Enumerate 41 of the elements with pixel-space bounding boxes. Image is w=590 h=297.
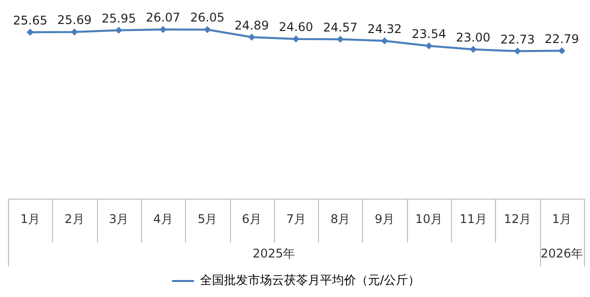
x-tick-label: 10月 (415, 212, 443, 226)
x-tick-label: 1月 (552, 212, 572, 226)
x-tick-label: 1月 (20, 212, 40, 226)
data-label: 22.79 (544, 32, 580, 46)
point (381, 37, 388, 44)
point (204, 26, 211, 34)
x-tick-label: 3月 (108, 212, 129, 226)
x-tick-label: 11月 (460, 212, 487, 226)
point (26, 28, 34, 36)
data-label: 25.65 (12, 13, 48, 28)
data-label: 25.69 (57, 13, 92, 28)
point (248, 34, 256, 41)
point (70, 28, 78, 36)
point (425, 42, 432, 50)
data-label: 24.32 (367, 22, 402, 36)
text: 2026年 (540, 246, 584, 261)
x-tick-label: 12月 (504, 212, 532, 226)
x-tick-label: 9月 (374, 212, 394, 226)
point (115, 26, 122, 34)
data-label: 26.07 (146, 10, 180, 25)
text: 2025年 (252, 246, 296, 261)
data-label: 26.05 (190, 10, 225, 25)
point (470, 46, 477, 53)
data-label: 24.57 (323, 20, 358, 34)
point (558, 47, 566, 54)
x-tick-label: 4月 (153, 212, 173, 226)
x-tick-label: 5月 (198, 212, 218, 226)
legend-label: 全国批发市场云茯苓月平均价（元/公斤） (200, 273, 420, 288)
data-label: 23.00 (456, 30, 490, 45)
point (514, 48, 522, 55)
data-label: 23.54 (412, 27, 446, 42)
point (292, 36, 300, 43)
x-tick-label: 2月 (64, 212, 84, 226)
x-tick-label: 6月 (242, 212, 262, 226)
x-tick-label: 7月 (286, 212, 306, 226)
data-label: 24.60 (278, 20, 314, 34)
x-tick-label: 8月 (330, 212, 350, 226)
data-label: 25.95 (102, 11, 136, 26)
data-label: 22.73 (500, 32, 535, 46)
point (336, 36, 344, 43)
data-label: 24.89 (234, 18, 269, 32)
